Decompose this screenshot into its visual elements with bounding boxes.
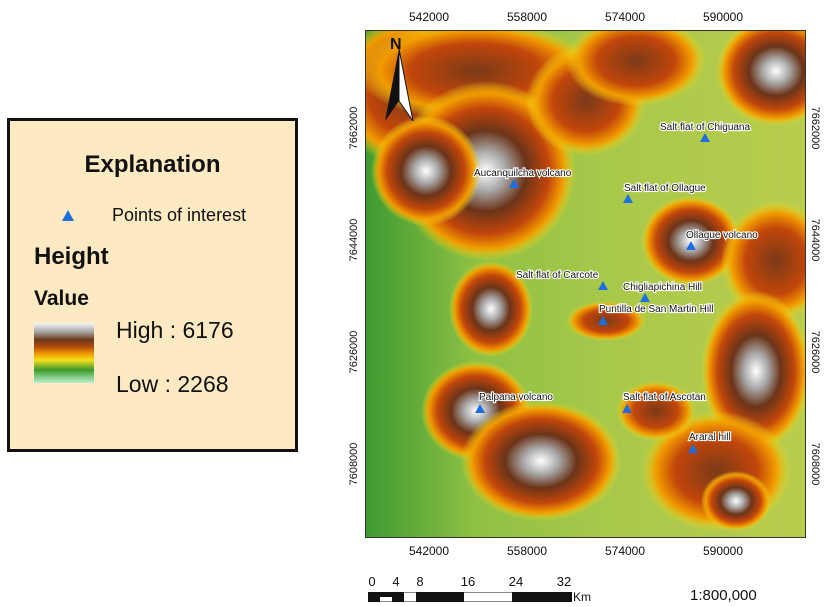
scale-ratio: 1:800,000 xyxy=(690,587,757,604)
y-tick-right: 7626000 xyxy=(809,330,821,374)
poi-marker xyxy=(686,241,696,250)
legend-height-title: Height xyxy=(34,243,109,270)
x-tick-top: 558000 xyxy=(506,10,548,24)
poi-label: Palpana volcano xyxy=(479,392,553,403)
y-tick-right: 7644000 xyxy=(809,218,821,262)
x-tick-bottom: 590000 xyxy=(702,544,744,558)
poi-marker xyxy=(598,316,608,325)
poi-label: Chigliapichina Hill xyxy=(623,282,702,293)
poi-marker xyxy=(640,293,650,302)
legend-panel: Explanation Points of interest Height Va… xyxy=(7,118,298,452)
scale-number: 24 xyxy=(508,574,524,589)
legend-high-label: High : 6176 xyxy=(116,317,234,343)
poi-marker xyxy=(622,404,632,413)
scale-bar xyxy=(368,592,572,602)
x-tick-bottom: 542000 xyxy=(408,544,450,558)
poi-label: Salt flat of Carcote xyxy=(516,270,599,281)
scale-number: 32 xyxy=(556,574,572,589)
x-tick-bottom: 558000 xyxy=(506,544,548,558)
legend-title: Explanation xyxy=(84,151,221,178)
poi-marker xyxy=(475,404,485,413)
legend-points-row: Points of interest xyxy=(62,205,246,226)
y-tick-right: 7608000 xyxy=(809,442,821,486)
x-tick-top: 590000 xyxy=(702,10,744,24)
elevation-map: N Salt flat of Chiguana Aucanquilcha vol… xyxy=(365,30,806,538)
legend-points-label: Points of interest xyxy=(112,205,247,225)
y-tick-left: 7608000 xyxy=(348,442,360,486)
scale-number: 16 xyxy=(460,574,476,589)
scale-number: 0 xyxy=(368,574,376,589)
y-tick-right: 7662000 xyxy=(809,106,821,150)
y-tick-left: 7662000 xyxy=(348,106,360,150)
legend-value-title: Value xyxy=(34,287,89,310)
poi-marker xyxy=(598,281,608,290)
poi-marker xyxy=(623,194,633,203)
y-tick-left: 7626000 xyxy=(348,330,360,374)
poi-marker xyxy=(700,133,710,142)
scale-unit: Km xyxy=(573,590,591,604)
x-tick-top: 574000 xyxy=(604,10,646,24)
legend-low-label: Low : 2268 xyxy=(116,371,229,397)
triangle-marker-icon xyxy=(62,210,74,221)
poi-label: Puntilla de San Martin Hill xyxy=(599,304,714,315)
north-arrow-icon xyxy=(385,48,414,122)
poi-label: Aucanquilcha volcano xyxy=(474,168,572,179)
elevation-map-svg: N Salt flat of Chiguana Aucanquilcha vol… xyxy=(366,31,805,537)
x-tick-bottom: 574000 xyxy=(604,544,646,558)
scale-number: 4 xyxy=(392,574,400,589)
poi-marker xyxy=(688,444,698,453)
north-label: N xyxy=(390,36,402,53)
scale-number: 8 xyxy=(416,574,424,589)
poi-label: Salt flat of Ascotan xyxy=(623,392,706,403)
poi-label: Salt flat of Ollague xyxy=(624,183,706,194)
poi-label: Ollague volcano xyxy=(686,230,758,241)
x-tick-top: 542000 xyxy=(408,10,450,24)
elevation-color-ramp xyxy=(34,323,94,383)
y-tick-left: 7644000 xyxy=(348,218,360,262)
poi-marker xyxy=(509,179,519,188)
poi-label: Salt flat of Chiguana xyxy=(660,122,750,133)
poi-label: Araral hill xyxy=(689,432,731,443)
